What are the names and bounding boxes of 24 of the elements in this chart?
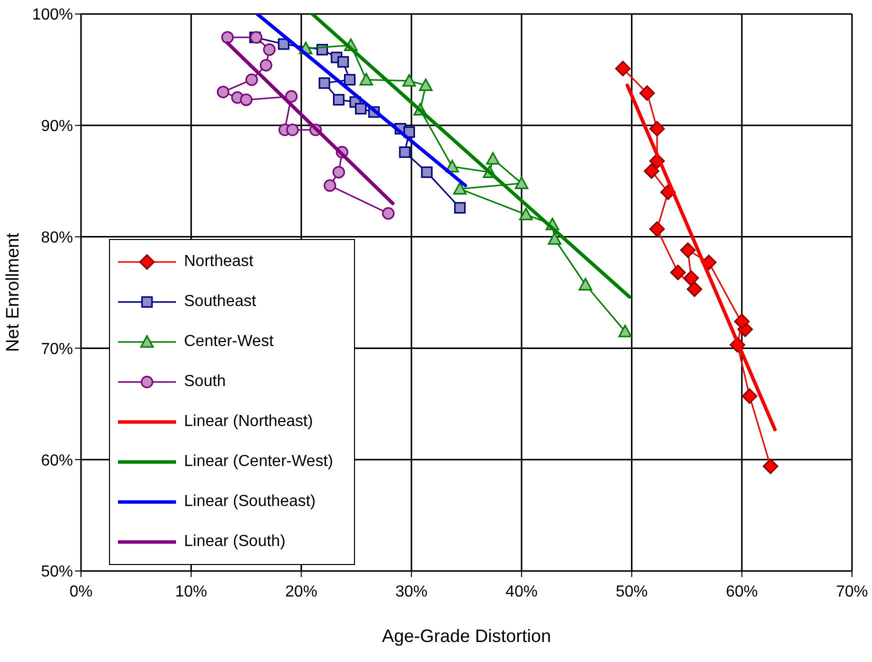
y-tick-label: 80% [40,229,73,246]
legend-label: Linear (Center-West) [184,453,334,471]
x-tick-label: 60% [726,583,758,600]
x-tick-label: 30% [395,583,428,600]
x-tick-label: 50% [616,583,648,600]
legend-label: Linear (Northeast) [184,413,313,431]
x-tick-label: 10% [175,583,208,600]
y-tick-label: 70% [40,340,73,358]
legend-label: Linear (South) [184,533,286,551]
x-tick-label: 70% [836,583,868,600]
x-tick-label: 0% [69,583,93,600]
y-tick-label: 90% [40,118,73,136]
x-tick-label: 40% [506,583,538,600]
legend-label: Linear (Southeast) [184,493,316,511]
legend-label: Center-West [184,333,274,351]
y-tick-label: 50% [40,564,73,581]
x-tick-label: 20% [285,583,318,600]
x-axis-title: Age-Grade Distortion [382,626,552,646]
y-tick-label: 100% [32,6,73,24]
legend-label: Southeast [184,293,256,311]
y-tick-label: 60% [40,452,73,470]
legend-label: South [184,373,226,391]
legend-label: Northeast [184,253,254,271]
y-axis-title: Net Enrollment [2,232,22,352]
